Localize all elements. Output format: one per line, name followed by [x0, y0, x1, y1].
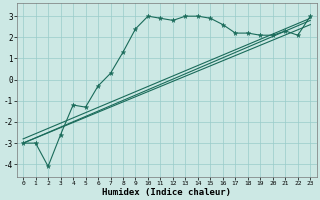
X-axis label: Humidex (Indice chaleur): Humidex (Indice chaleur) — [102, 188, 231, 197]
